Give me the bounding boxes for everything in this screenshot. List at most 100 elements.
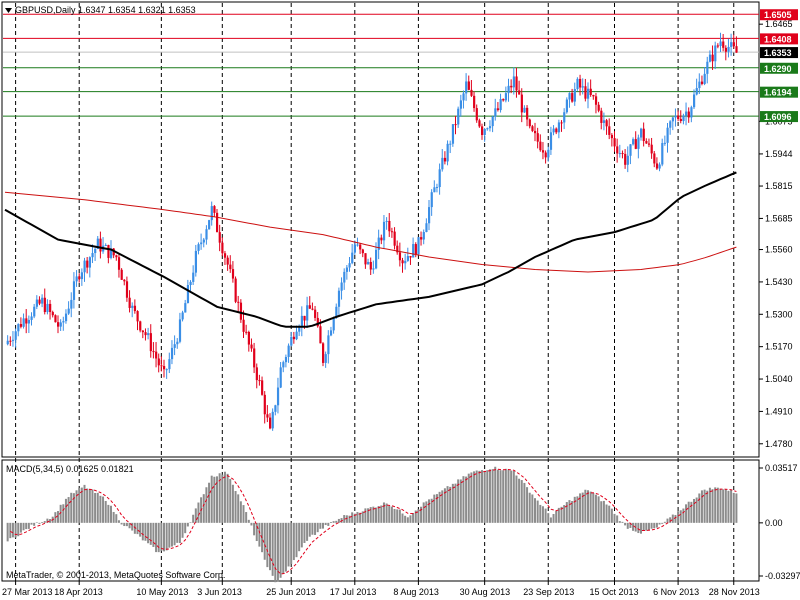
macd-histogram-bar — [428, 499, 430, 523]
candle-body — [189, 281, 192, 286]
macd-histogram-bar — [451, 483, 454, 523]
macd-histogram-bar — [430, 498, 433, 523]
macd-histogram-bar — [33, 522, 36, 526]
macd-histogram-bar — [35, 522, 38, 523]
macd-histogram-bar — [523, 482, 526, 523]
candle-body — [287, 345, 290, 357]
candle-body — [163, 366, 166, 370]
macd-histogram-bar — [494, 466, 497, 523]
candle-body — [298, 327, 301, 332]
candle-body — [504, 93, 508, 101]
macd-histogram-bar — [610, 508, 613, 523]
price-tick-label: 1.6465 — [765, 19, 793, 29]
candle-body — [608, 126, 611, 135]
candle-body — [682, 115, 685, 122]
macd-histogram-bar — [107, 504, 110, 523]
macd-histogram-bar — [375, 507, 377, 523]
macd-histogram-bar — [571, 501, 574, 523]
macd-histogram-bar — [165, 522, 168, 551]
candle-body — [231, 269, 235, 279]
macd-histogram-bar — [306, 522, 309, 541]
candle-body — [541, 150, 545, 153]
macd-histogram-bar — [67, 497, 70, 523]
candle-body — [210, 206, 213, 221]
candle-body — [539, 141, 542, 151]
candle-body — [502, 98, 505, 101]
candle-body — [208, 220, 211, 230]
candle-body — [671, 117, 674, 122]
macd-histogram-bar — [99, 495, 102, 523]
price-level-tag-bg — [760, 9, 798, 21]
macd-histogram-bar — [608, 505, 611, 523]
macd-histogram-bar — [356, 512, 359, 523]
candle-body — [226, 257, 229, 265]
candle-body — [343, 271, 346, 283]
macd-histogram-bar — [544, 508, 547, 523]
macd-histogram-bar — [279, 522, 282, 578]
candle-body — [14, 331, 17, 340]
macd-histogram-bar — [332, 521, 335, 523]
price-level-tag: 1.6194 — [764, 88, 792, 98]
candle-body — [438, 169, 441, 188]
candle-body — [303, 315, 306, 321]
macd-histogram-bar — [502, 470, 505, 523]
candle-body — [54, 315, 57, 323]
candle-body — [186, 285, 190, 304]
candle-body — [555, 128, 558, 133]
candle-body — [41, 297, 44, 304]
macd-histogram-bar — [632, 522, 635, 531]
macd-histogram-bar — [115, 514, 118, 523]
macd-histogram-bar — [255, 522, 258, 542]
price-tick-label: 1.4780 — [765, 439, 793, 449]
macd-histogram-bar — [677, 511, 680, 523]
candle-body — [250, 344, 253, 349]
macd-histogram-bar — [462, 476, 465, 523]
price-tick-label: 1.5944 — [765, 149, 793, 159]
macd-histogram-bar — [478, 470, 481, 523]
candle-body — [67, 308, 70, 314]
macd-histogram-bar — [88, 489, 91, 523]
candle-body — [176, 341, 179, 345]
macd-histogram-bar — [149, 522, 152, 545]
candle-body — [451, 124, 455, 144]
candle-body — [441, 157, 444, 170]
price-level-tag-bg — [760, 111, 798, 123]
candle-body — [120, 269, 123, 280]
macd-histogram-bar — [536, 500, 539, 523]
macd-histogram-bar — [110, 505, 112, 523]
price-level-tag: 1.6096 — [764, 112, 792, 122]
candle-body — [470, 89, 473, 96]
candle-body — [306, 305, 309, 321]
macd-histogram-bar — [231, 484, 234, 523]
candle-body — [526, 107, 529, 120]
candle-body — [735, 46, 738, 53]
candle-body — [59, 322, 62, 327]
macd-histogram-bar — [687, 501, 690, 523]
macd-histogram-bar — [223, 471, 226, 523]
macd-histogram-bar — [515, 475, 518, 523]
macd-histogram-bar — [216, 476, 218, 523]
macd-histogram-bar — [602, 500, 605, 523]
macd-histogram-bar — [57, 511, 59, 523]
candle-body — [640, 128, 643, 138]
candle-body — [478, 120, 481, 127]
candle-body — [531, 126, 534, 131]
candle-body — [234, 278, 237, 302]
macd-histogram-bar — [372, 506, 375, 523]
candle-body — [716, 45, 720, 47]
candle-body — [200, 242, 203, 245]
candle-body — [369, 261, 372, 270]
macd-histogram-bar — [422, 502, 425, 523]
triangle-down-icon[interactable] — [5, 8, 12, 13]
macd-histogram-bar — [337, 518, 340, 523]
macd-histogram-bar — [618, 521, 621, 523]
candle-body — [221, 242, 224, 254]
candle-body — [75, 276, 78, 282]
candle-body — [160, 365, 163, 367]
candle-body — [669, 121, 672, 128]
candle-body — [192, 272, 195, 282]
candle-body — [621, 153, 624, 155]
macd-histogram-bar — [131, 522, 134, 531]
candle-body — [706, 61, 709, 74]
macd-histogram-bar — [11, 522, 14, 538]
